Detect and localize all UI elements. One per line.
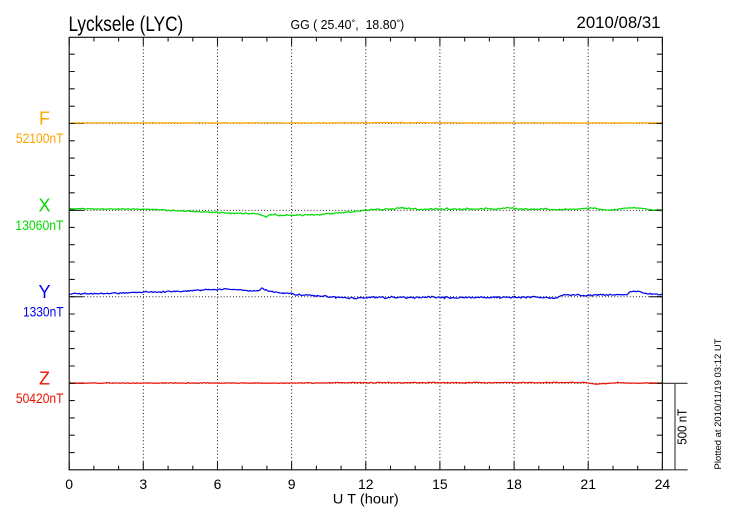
svg-text:21: 21	[580, 476, 596, 492]
svg-text:2010/08/31: 2010/08/31	[577, 13, 661, 32]
svg-text:15: 15	[432, 476, 448, 492]
svg-text:12: 12	[358, 476, 374, 492]
svg-text:GG ( 25.40°, 18.80°): GG ( 25.40°, 18.80°)	[291, 18, 405, 32]
svg-text:6: 6	[214, 476, 222, 492]
svg-text:X: X	[38, 196, 50, 216]
svg-text:500 nT: 500 nT	[676, 409, 690, 445]
svg-text:13060nT: 13060nT	[15, 217, 64, 233]
svg-text:24: 24	[655, 476, 671, 492]
svg-text:Y: Y	[38, 282, 50, 302]
svg-text:U T (hour): U T (hour)	[333, 491, 399, 507]
svg-text:Plotted at 2010/11/19 03:12 UT: Plotted at 2010/11/19 03:12 UT	[713, 338, 723, 470]
svg-text:18: 18	[506, 476, 522, 492]
svg-text:52100nT: 52100nT	[16, 130, 64, 146]
svg-text:0: 0	[65, 476, 73, 492]
svg-text:1330nT: 1330nT	[23, 303, 64, 319]
svg-text:3: 3	[139, 476, 147, 492]
svg-text:F: F	[39, 109, 50, 129]
svg-text:9: 9	[288, 476, 296, 492]
svg-text:Z: Z	[39, 369, 50, 389]
svg-text:Lycksele (LYC): Lycksele (LYC)	[69, 13, 184, 36]
svg-text:50420nT: 50420nT	[16, 390, 64, 406]
